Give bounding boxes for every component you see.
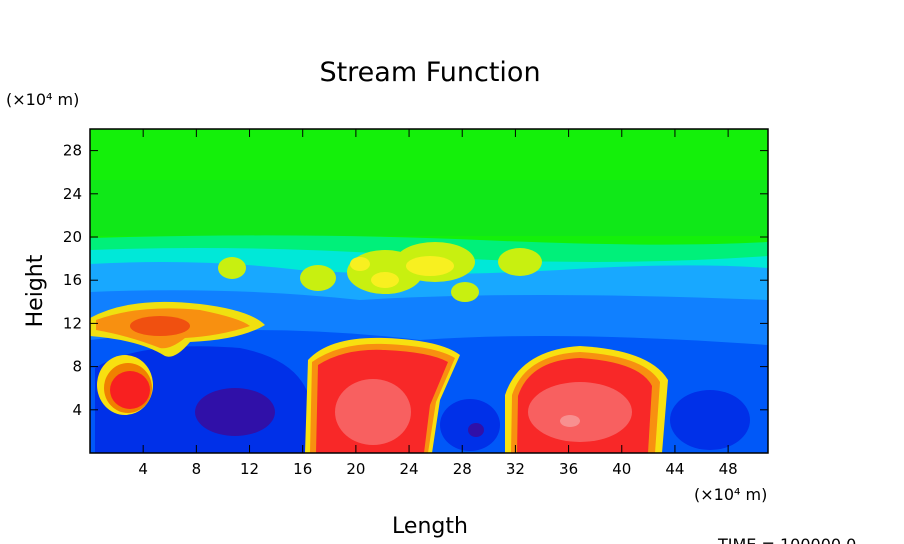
- x-tick-label: 24: [400, 460, 419, 478]
- y-axis-label: Height: [23, 254, 48, 327]
- y-tick-label: 28: [63, 142, 82, 160]
- chart-title: Stream Function: [319, 57, 540, 88]
- y-tick-label: 16: [63, 271, 82, 289]
- x-axis-label: Length: [392, 514, 468, 539]
- x-unit: (×10⁴ m): [694, 485, 767, 504]
- contour-field: [90, 129, 768, 453]
- time-label: TIME = 100000.0: [717, 535, 856, 544]
- x-tick-label: 44: [665, 460, 684, 478]
- y-tick-label: 24: [63, 185, 82, 203]
- x-tick-label: 16: [293, 460, 312, 478]
- x-tick-label: 28: [453, 460, 472, 478]
- x-tick-label: 48: [719, 460, 738, 478]
- y-tick-label: 12: [63, 314, 82, 332]
- plot-frame: [89, 128, 769, 454]
- x-tick-label: 8: [192, 460, 202, 478]
- x-tick-label: 20: [346, 460, 365, 478]
- x-tick-label: 36: [559, 460, 578, 478]
- x-tick-label: 40: [612, 460, 631, 478]
- y-tick-label: 20: [63, 228, 82, 246]
- y-unit: (×10⁴ m): [6, 90, 79, 109]
- x-tick-label: 4: [138, 460, 148, 478]
- y-tick-label: 8: [72, 358, 82, 376]
- x-tick-label: 12: [240, 460, 259, 478]
- y-tick-label: 4: [72, 401, 82, 419]
- x-tick-label: 32: [506, 460, 525, 478]
